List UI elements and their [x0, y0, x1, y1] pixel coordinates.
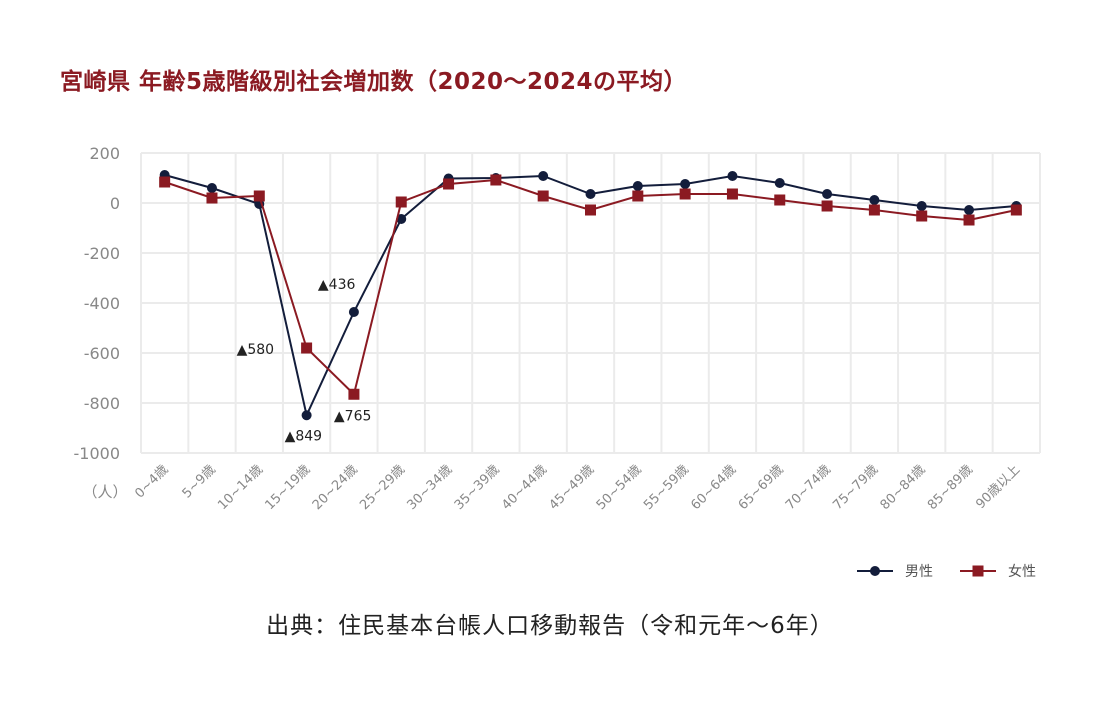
x-tick-label: 10~14歳 — [215, 462, 266, 513]
y-tick-label: 0 — [110, 194, 120, 213]
data-point-female — [963, 214, 975, 226]
source-note: 出典：住民基本台帳人口移動報告（令和元年～6年） — [266, 613, 834, 639]
x-tick-label: 40~44歳 — [499, 462, 550, 513]
legend-marker-square-icon — [972, 565, 984, 577]
x-tick-label: 70~74歳 — [783, 462, 834, 513]
data-point-female — [253, 190, 265, 202]
data-point-female — [726, 188, 738, 200]
y-axis-unit: （人） — [82, 483, 127, 501]
data-label: ▲849 — [285, 428, 323, 444]
data-point-male — [964, 205, 975, 215]
x-tick-label: 35~39歳 — [452, 462, 503, 513]
data-point-female — [821, 200, 833, 212]
data-point-male — [348, 307, 359, 317]
data-point-male — [774, 178, 785, 188]
y-tick-label: -400 — [84, 294, 120, 313]
data-point-female — [679, 188, 691, 200]
legend-label: 男性 — [905, 564, 933, 580]
x-tick-label: 5~9歳 — [180, 462, 219, 501]
line-chart: 200 0 -200 -400 -600 -800 -1000 （人） 0~4歳 5~9歳10~1… — [74, 144, 1041, 580]
data-point-female — [490, 174, 502, 186]
data-point-female — [206, 192, 218, 204]
data-point-male — [585, 189, 596, 199]
data-point-female — [348, 388, 360, 400]
data-point-male — [822, 189, 833, 199]
x-tick-label: 65~69歳 — [736, 462, 787, 513]
y-tick-label: -600 — [84, 344, 120, 363]
legend-marker-circle-icon — [870, 566, 880, 576]
data-label: ▲436 — [318, 277, 356, 293]
data-point-female — [632, 190, 644, 202]
data-label: ▲765 — [334, 408, 372, 424]
x-tick-label: 50~54歳 — [594, 462, 645, 513]
x-tick-label: 60~64歳 — [688, 462, 739, 513]
data-point-male — [916, 201, 927, 211]
data-point-male — [301, 410, 312, 421]
data-point-female — [868, 204, 880, 216]
x-tick-label: 85~89歳 — [925, 462, 976, 513]
x-tick-label: 45~49歳 — [546, 462, 597, 513]
x-tick-label: 75~79歳 — [830, 462, 881, 513]
x-tick-label: 80~84歳 — [878, 462, 929, 513]
x-tick-label: 55~59歳 — [641, 462, 692, 513]
data-point-male — [396, 214, 407, 224]
x-tick-label: 20~24歳 — [310, 462, 361, 513]
data-point-male — [727, 171, 738, 181]
x-tick-label: 30~34歳 — [404, 462, 455, 513]
y-tick-label: 200 — [89, 144, 120, 163]
data-point-male — [869, 195, 880, 205]
data-point-female — [537, 190, 549, 202]
data-point-female — [585, 204, 596, 216]
data-label: ▲580 — [237, 342, 275, 358]
data-point-female — [301, 342, 313, 354]
data-point-male — [632, 181, 643, 191]
data-point-male — [538, 171, 549, 181]
data-point-male — [680, 179, 691, 189]
chart-title: 宮崎県 年齢5歳階級別社会増加数（2020～2024の平均） — [60, 69, 688, 95]
x-tick-label: 90歳以上 — [973, 462, 1023, 512]
data-point-female — [443, 178, 455, 190]
x-tick-label: 15~19歳 — [263, 462, 314, 513]
legend-label: 女性 — [1008, 563, 1036, 580]
data-point-female — [395, 196, 407, 208]
x-tick-label: 0~4歳 — [132, 462, 171, 501]
y-tick-label: -1000 — [74, 444, 121, 463]
data-point-male — [206, 183, 217, 193]
data-point-female — [159, 176, 171, 188]
data-point-female — [774, 194, 786, 206]
data-point-female — [1010, 204, 1022, 216]
y-tick-label: -200 — [84, 244, 120, 263]
y-tick-label: -800 — [84, 394, 120, 413]
x-tick-label: 25~29歳 — [357, 462, 408, 513]
data-point-female — [916, 210, 928, 222]
